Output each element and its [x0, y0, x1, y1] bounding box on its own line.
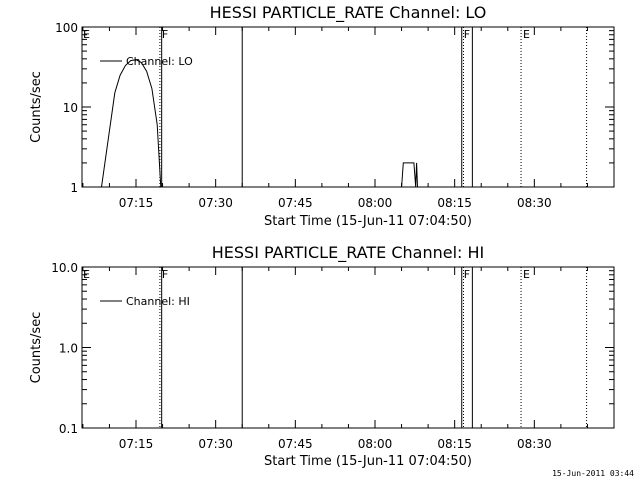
x-axis-label: Start Time (15-Jun-11 07:04:50): [264, 454, 472, 469]
panel-hi: HESSI PARTICLE_RATE Channel: HI 0.1 1.0 10.…: [29, 243, 615, 469]
x-tick-label: 07:15: [119, 437, 154, 451]
y-tick-label: 0.1: [59, 422, 78, 436]
y-tick-label: 1.0: [59, 342, 78, 356]
x-tick-label: 07:45: [278, 437, 313, 451]
series-line-channel-lo: [101, 59, 419, 188]
event-flag-label: F: [162, 28, 168, 41]
legend-entry: Channel: LO: [126, 55, 193, 68]
event-flag-label: F: [464, 28, 470, 41]
y-tick-label: 100: [55, 21, 78, 35]
legend-entry: Channel: HI: [126, 295, 190, 308]
x-tick-label: 08:30: [517, 196, 552, 210]
panel-lo: HESSI PARTICLE_RATE Channel: LO 1 10 100 07:…: [29, 3, 615, 229]
plot-timestamp: 15-Jun-2011 03:44: [552, 469, 634, 478]
y-axis-label: Counts/sec: [29, 312, 44, 384]
y-tick-label: 10: [63, 101, 78, 115]
x-axis-label: Start Time (15-Jun-11 07:04:50): [264, 214, 472, 229]
x-tick-label: 07:30: [198, 196, 233, 210]
flag-label-edge: E: [83, 268, 90, 281]
flag-label-edge: E: [83, 28, 90, 41]
chart-title: HESSI PARTICLE_RATE Channel: LO: [210, 3, 487, 23]
x-tick-label: 07:15: [119, 196, 154, 210]
x-tick-label: 07:30: [198, 437, 233, 451]
x-tick-label: 08:30: [517, 437, 552, 451]
event-flag-label: E: [523, 28, 530, 41]
x-tick-label: 07:45: [278, 196, 313, 210]
y-axis-label: Counts/sec: [29, 71, 44, 143]
x-tick-label: 08:15: [437, 196, 472, 210]
x-tick-label: 08:00: [358, 437, 393, 451]
x-tick-label: 08:15: [437, 437, 472, 451]
x-tick-label: 08:00: [358, 196, 393, 210]
event-flag-label: F: [464, 268, 470, 281]
event-flag-label: E: [523, 268, 530, 281]
y-tick-label: 1: [70, 181, 78, 195]
chart-title: HESSI PARTICLE_RATE Channel: HI: [212, 243, 485, 263]
y-tick-label: 10.0: [51, 261, 78, 275]
event-flag-label: F: [162, 268, 168, 281]
